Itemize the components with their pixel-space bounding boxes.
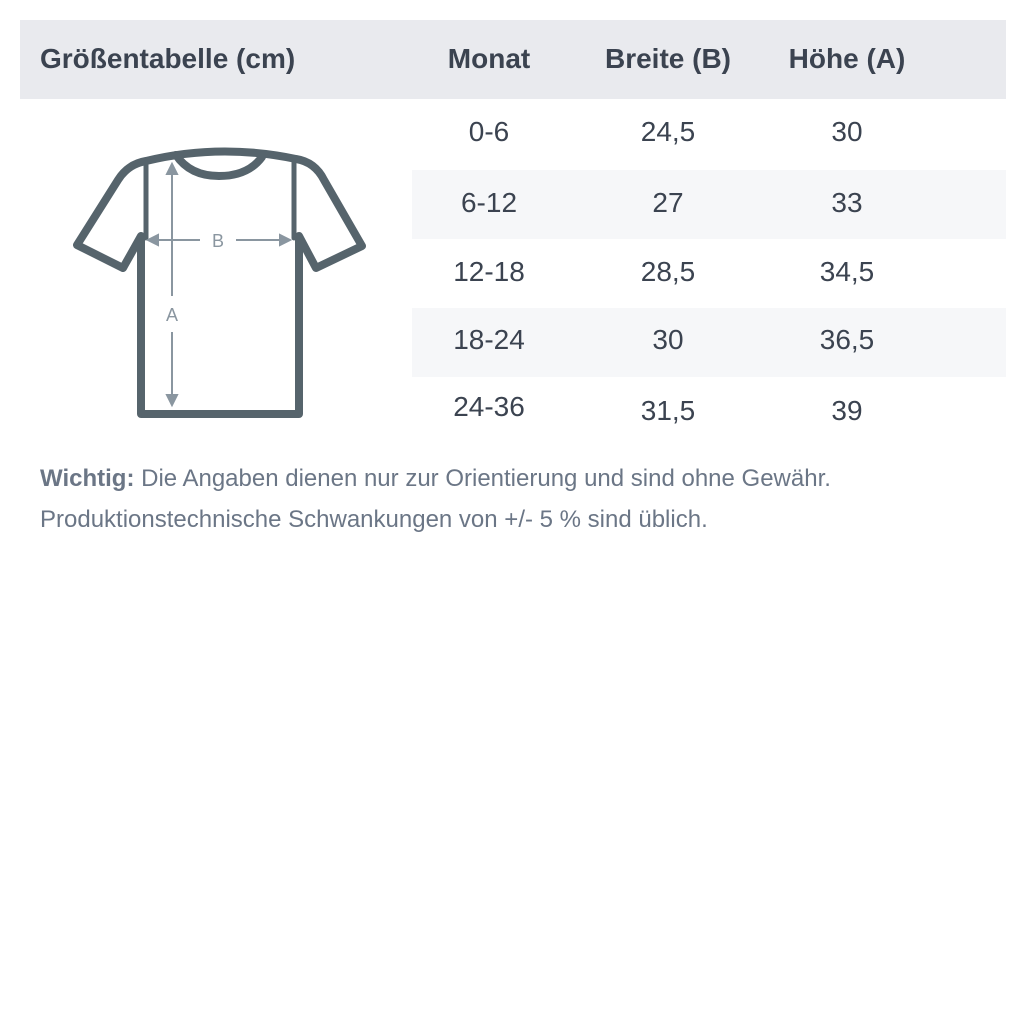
column-height: Höhe (A) bbox=[788, 43, 906, 74]
cell-month: 6-12 bbox=[460, 187, 518, 218]
cell-width: 31,5 bbox=[640, 395, 696, 426]
cell-month: 12-18 bbox=[453, 256, 525, 287]
cell-height: 30 bbox=[831, 116, 863, 147]
note-line2: Produktionstechnische Schwankungen von +… bbox=[40, 506, 708, 533]
cell-month: 18-24 bbox=[453, 324, 525, 355]
cell-month: 24-36 bbox=[453, 391, 525, 422]
table-header bbox=[20, 20, 1006, 99]
note-bold: Wichtig: bbox=[40, 465, 135, 492]
cell-height: 39 bbox=[831, 395, 863, 426]
note-line1: Die Angaben dienen nur zur Orientierung … bbox=[134, 465, 831, 492]
column-width: Breite (B) bbox=[604, 43, 732, 74]
row-stripe bbox=[412, 308, 1006, 377]
width-label: B bbox=[212, 231, 224, 251]
cell-height: 34,5 bbox=[819, 256, 875, 287]
table-title: Größentabelle (cm) bbox=[40, 43, 296, 74]
cell-height: 36,5 bbox=[819, 324, 875, 355]
cell-month: 0-6 bbox=[468, 116, 510, 147]
cell-width: 28,5 bbox=[640, 256, 696, 287]
cell-width: 24,5 bbox=[640, 116, 696, 147]
note: Wichtig: Die Angaben dienen nur zur Orie… bbox=[40, 458, 831, 540]
column-month: Monat bbox=[447, 43, 531, 74]
cell-height: 33 bbox=[831, 187, 863, 218]
cell-width: 27 bbox=[652, 187, 684, 218]
cell-width: 30 bbox=[652, 324, 684, 355]
height-label: A bbox=[166, 305, 178, 325]
row-stripe bbox=[412, 170, 1006, 239]
